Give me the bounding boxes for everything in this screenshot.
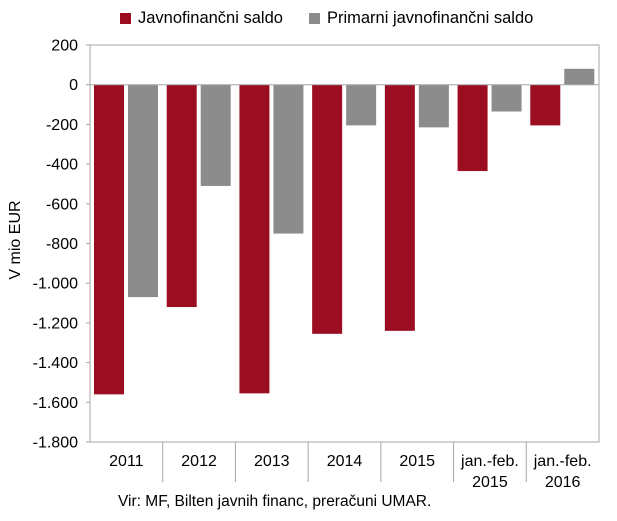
legend-swatch-primarni-javnofinancni-saldo [308, 13, 320, 24]
x-tick-label: 2011 [109, 453, 144, 470]
y-tick-label: -1.400 [33, 355, 78, 372]
x-tick-label: 2015 [472, 474, 508, 491]
bar-saldo-1 [166, 84, 197, 308]
bar-saldo-4 [384, 84, 415, 331]
legend-item-primarni-javnofinancni-saldo: Primarni javnofinančni saldo [308, 9, 534, 28]
bar-primarni-2 [273, 84, 304, 234]
y-tick-label: -1.600 [33, 395, 78, 412]
bar-saldo-6 [530, 84, 561, 126]
bar-primarni-5 [491, 84, 522, 112]
bar-primarni-4 [418, 84, 449, 128]
x-tick-label: jan.-feb. [533, 453, 592, 470]
bar-saldo-5 [457, 84, 488, 172]
legend-item-javnofinancni-saldo: Javnofinančni saldo [120, 9, 283, 28]
x-tick-label: 2012 [181, 453, 217, 470]
bar-primarni-6 [564, 68, 595, 85]
x-tick-label: jan.-feb. [460, 453, 519, 470]
legend-swatch-javnofinancni-saldo [120, 13, 131, 24]
plot-area [89, 44, 600, 443]
legend: Javnofinančni saldo Primarni javnofinanč… [120, 9, 533, 28]
legend-label-javnofinancni-saldo: Javnofinančni saldo [138, 9, 283, 27]
y-tick-label: 200 [51, 38, 78, 55]
y-tick-label: -400 [46, 157, 78, 174]
x-tick-label: 2016 [545, 474, 581, 491]
y-axis-label-text: V mio EUR [7, 200, 24, 280]
y-tick-label: -1.000 [33, 276, 78, 293]
y-tick-label: -800 [46, 236, 78, 253]
x-tick-label: 2015 [399, 453, 435, 470]
legend-label-primarni-javnofinancni-saldo: Primarni javnofinančni saldo [326, 9, 534, 27]
bar-saldo-2 [239, 84, 270, 394]
y-tick-label: -600 [46, 196, 78, 213]
y-tick-label: -1.800 [33, 435, 78, 452]
bar-saldo-0 [94, 84, 124, 395]
x-tick-label: 2013 [254, 453, 290, 470]
bar-primarni-1 [200, 84, 231, 186]
bar-primarni-0 [128, 84, 158, 298]
bar-primarni-3 [346, 84, 377, 126]
bar-saldo-3 [312, 84, 343, 334]
y-tick-label: 0 [69, 77, 78, 94]
y-tick-label: -200 [46, 117, 78, 134]
source-note: Vir: MF, Bilten javnih financ, preračuni… [118, 493, 432, 510]
x-tick-label: 2014 [327, 453, 363, 470]
y-tick-label: -1.200 [33, 315, 78, 332]
